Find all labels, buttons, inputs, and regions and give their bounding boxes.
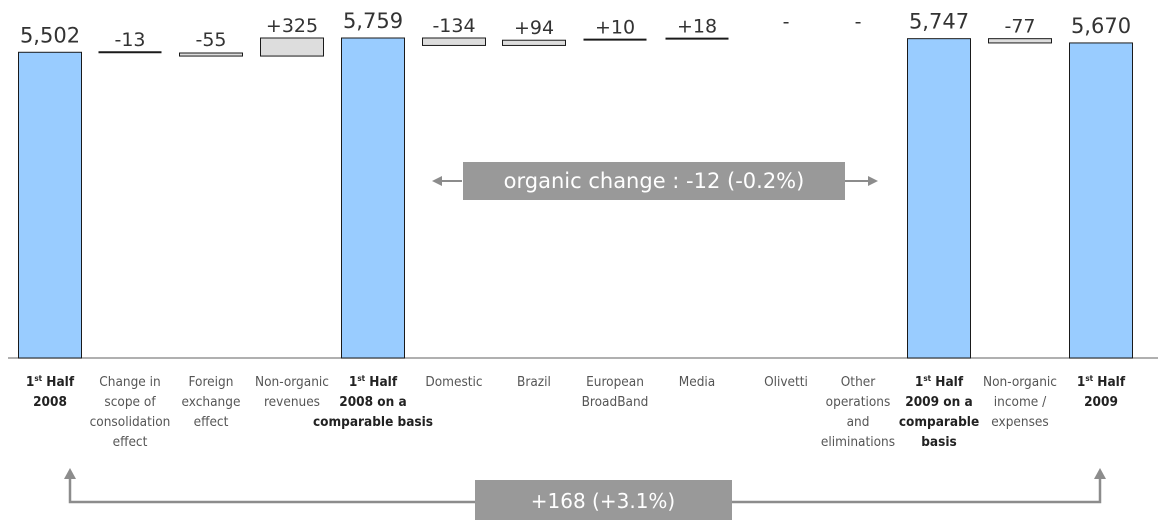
bar-delta: [422, 37, 486, 46]
x-tick-label: Media: [679, 374, 716, 390]
data-label: -134: [432, 15, 475, 37]
x-tick-label: Other operations and eliminations: [821, 374, 895, 450]
x-tick-label: Change in scope of consolidation effect: [90, 374, 171, 450]
annotation-arrowhead: [432, 176, 442, 186]
total-change-text: +168 (+3.1%): [531, 489, 675, 513]
x-tick-label: European BroadBand: [582, 374, 649, 410]
total-change-box: [475, 480, 732, 520]
x-tick-label: 1st Half 2009 on a comparable basis: [899, 374, 979, 450]
bar-total: [1069, 42, 1133, 359]
x-tick-label: 1st Half 2008 on a comparable basis: [313, 374, 433, 430]
bracket-arrowhead-right: [1094, 468, 1106, 479]
x-tick-label: Foreign exchange effect: [182, 374, 241, 430]
data-label: -13: [114, 29, 145, 51]
data-label: 5,502: [20, 23, 80, 47]
data-label: +18: [677, 16, 717, 38]
bar-delta: [179, 52, 243, 57]
data-label: -55: [195, 29, 226, 51]
bar-total: [907, 38, 971, 359]
x-tick-label: Non-organic income / expenses: [983, 374, 1057, 430]
bar-delta: [988, 38, 1052, 44]
data-label: -: [783, 11, 790, 33]
bracket-line-right: [732, 476, 1102, 504]
data-label: +94: [514, 17, 554, 39]
x-tick-label: Brazil: [517, 374, 551, 390]
data-label: +10: [595, 17, 635, 39]
bar-delta: [260, 37, 324, 57]
x-tick-label: Domestic: [425, 374, 482, 390]
x-tick-label: 1st Half 2008: [26, 374, 75, 410]
organic-change-box: [463, 162, 845, 200]
bracket-arrowhead-left: [64, 468, 76, 479]
bar-delta: [502, 39, 566, 46]
x-tick-label: 1st Half 2009: [1077, 374, 1126, 410]
data-label: 5,747: [909, 10, 969, 34]
data-label: -: [855, 11, 862, 33]
data-label: -77: [1004, 16, 1035, 38]
data-label: 5,670: [1071, 14, 1131, 38]
organic-change-text: organic change : -12 (-0.2%): [504, 169, 805, 193]
data-label: 5,759: [343, 9, 403, 33]
x-tick-label: Non-organic revenues: [255, 374, 329, 410]
bar-total: [341, 37, 405, 359]
data-label: +325: [266, 15, 318, 37]
bar-total: [18, 51, 82, 359]
annotation-arrowhead: [868, 176, 878, 186]
bracket-line-left: [68, 476, 475, 504]
x-tick-label: Olivetti: [764, 374, 808, 390]
